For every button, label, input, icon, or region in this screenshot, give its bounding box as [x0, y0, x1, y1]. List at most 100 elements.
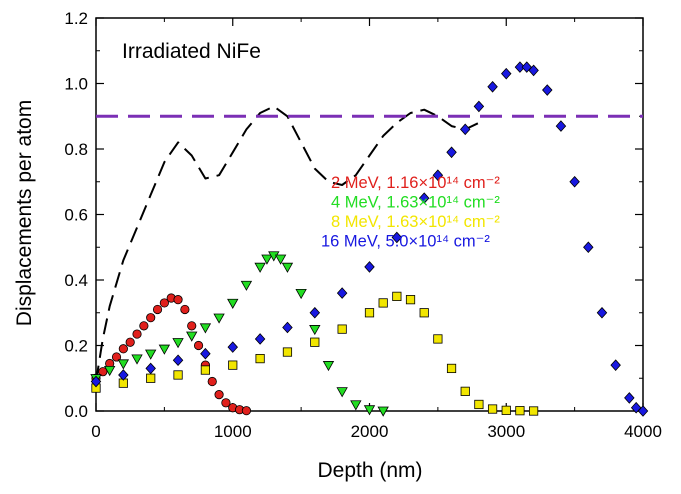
data-point — [255, 353, 265, 364]
legend-entry: 8 MeV, 1.63×10¹⁴ cm⁻² — [331, 213, 500, 231]
data-point — [446, 146, 457, 159]
data-point — [487, 404, 498, 414]
y-tick-label: 0.0 — [64, 402, 88, 421]
data-point — [322, 361, 335, 372]
data-point — [377, 406, 389, 417]
data-point — [103, 365, 116, 377]
y-tick-label: 1.0 — [64, 75, 88, 94]
data-point — [309, 325, 321, 336]
data-point — [193, 340, 204, 351]
data-point — [173, 370, 183, 380]
data-point — [433, 334, 443, 344]
data-point — [637, 405, 649, 417]
series-3 — [91, 291, 539, 416]
data-point — [281, 262, 294, 273]
data-point — [309, 306, 321, 319]
data-point — [405, 295, 416, 305]
data-point — [514, 61, 526, 73]
data-point — [228, 360, 238, 370]
data-point — [180, 304, 190, 315]
x-tick-label: 0 — [91, 422, 100, 441]
data-point — [350, 400, 362, 411]
data-point — [555, 120, 567, 132]
data-point — [214, 390, 224, 400]
data-point — [118, 369, 129, 381]
series-2 — [90, 251, 389, 417]
data-point — [282, 347, 293, 357]
data-point — [336, 287, 348, 299]
data-point — [227, 341, 238, 353]
data-point — [336, 387, 348, 398]
data-point — [596, 306, 608, 319]
data-point — [419, 308, 429, 318]
x-tick-label: 3000 — [487, 422, 525, 441]
x-tick-label: 2000 — [351, 422, 389, 441]
data-point — [254, 262, 266, 273]
y-tick-label: 0.8 — [64, 140, 88, 159]
data-point — [282, 321, 293, 334]
data-point — [363, 405, 376, 416]
data-point — [213, 313, 225, 324]
x-tick-label: 1000 — [214, 422, 252, 441]
data-point — [240, 280, 253, 291]
data-point — [139, 321, 149, 331]
data-point — [98, 367, 108, 377]
data-point — [446, 363, 457, 374]
data-point — [241, 406, 252, 416]
data-point — [158, 344, 171, 355]
data-point — [515, 406, 525, 416]
data-point — [624, 392, 635, 404]
data-point — [125, 337, 135, 347]
data-point — [254, 333, 266, 345]
legend-entry: 2 MeV, 1.16×10¹⁴ cm⁻² — [331, 174, 500, 192]
data-point — [432, 169, 444, 181]
data-point — [501, 67, 512, 80]
plot-lines — [95, 105, 643, 382]
data-point — [207, 376, 217, 387]
data-point — [159, 298, 169, 308]
data-point — [418, 192, 430, 204]
data-point — [132, 329, 142, 339]
data-point — [378, 298, 388, 308]
data-point — [146, 373, 156, 383]
data-point — [131, 354, 143, 365]
data-point — [187, 321, 197, 331]
y-axis-label: Displacements per atom — [13, 100, 36, 326]
data-point — [521, 61, 533, 73]
data-point — [474, 399, 484, 410]
data-point — [501, 405, 511, 415]
data-point — [221, 398, 231, 408]
data-point — [145, 349, 157, 360]
y-tick-label: 0.6 — [64, 206, 88, 225]
data-point — [337, 324, 347, 334]
data-point — [569, 175, 580, 188]
data-point — [460, 386, 470, 396]
data-point — [310, 337, 320, 347]
data-point — [459, 123, 471, 136]
data-point — [200, 347, 211, 360]
x-axis-label: Depth (nm) — [317, 459, 422, 482]
data-point — [199, 323, 212, 334]
data-point — [111, 352, 122, 362]
data-point — [529, 406, 539, 416]
data-point — [391, 231, 403, 244]
data-point — [152, 304, 163, 315]
data-point — [145, 362, 156, 375]
data-point — [364, 308, 375, 318]
data-point — [392, 291, 402, 301]
plot-points — [90, 61, 649, 417]
data-point — [364, 261, 375, 273]
chart-annotation: Irradiated NiFe — [122, 40, 261, 63]
data-point — [172, 338, 184, 349]
data-point — [90, 375, 102, 388]
data-point — [630, 401, 642, 414]
legend: 2 MeV, 1.16×10¹⁴ cm⁻² 4 MeV, 1.63×10¹⁴ cm… — [321, 174, 500, 251]
data-point — [295, 288, 307, 300]
dashed-profile-line — [95, 105, 480, 382]
y-tick-label: 0.4 — [64, 271, 88, 290]
legend-entry: 16 MeV, 5.0×10¹⁴ cm⁻² — [321, 233, 490, 251]
data-point — [261, 254, 273, 265]
series-4 — [90, 61, 649, 417]
data-point — [117, 359, 130, 370]
